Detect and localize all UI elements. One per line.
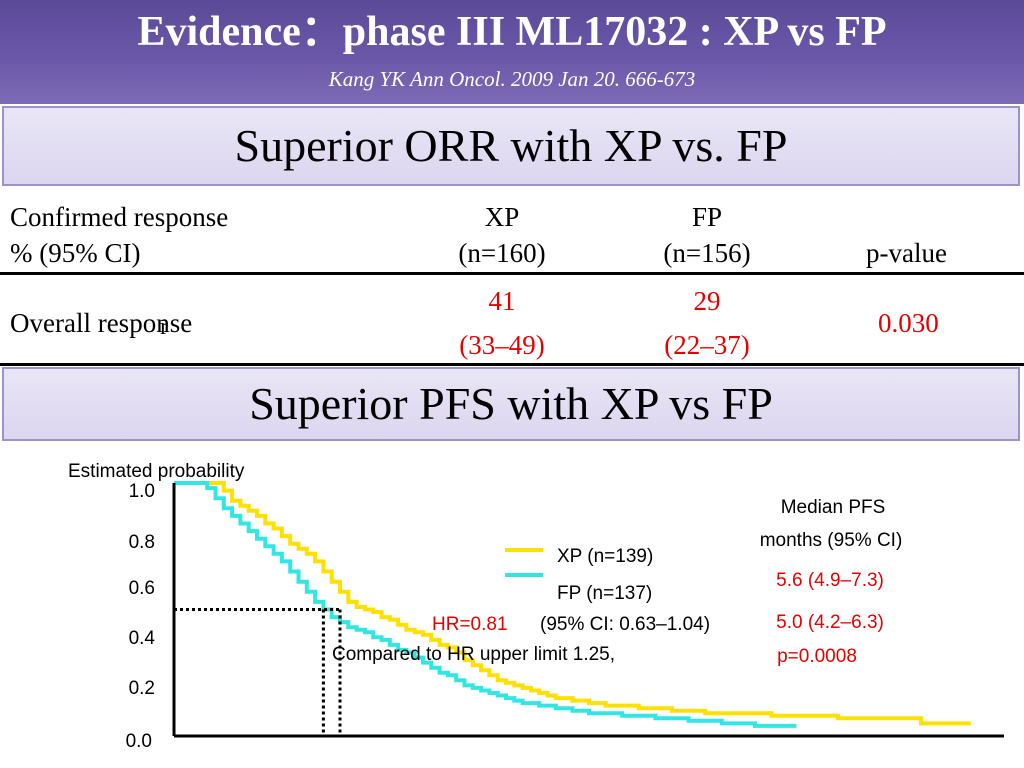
header-percent-ci: % (95% CI) <box>10 238 141 268</box>
header-fp-n: (n=156) <box>663 238 751 268</box>
y-tick-0-0: 0.0 <box>126 731 152 752</box>
y-tick-0-2: 0.2 <box>129 678 155 699</box>
median-xp-value: 5.6 (4.9–7.3) <box>776 570 884 591</box>
table-header-rule <box>0 272 1024 275</box>
median-lines <box>174 608 342 736</box>
km-curve-fp <box>174 481 797 728</box>
median-pfs-subtitle: months (95% CI) <box>760 530 903 551</box>
hr-comparison-note: Compared to HR upper limit 1.25, <box>332 644 615 665</box>
km-curves <box>174 481 971 728</box>
p-value-annotation: p=0.0008 <box>777 646 857 667</box>
y-tick-0-6: 0.6 <box>129 578 155 599</box>
legend-fp-label: FP (n=137) <box>557 583 652 604</box>
km-curve-xp <box>174 481 971 726</box>
row-overall-response: Overall response <box>10 308 193 338</box>
header-xp-n: (n=160) <box>458 238 546 268</box>
fp-response-value: 29 <box>693 286 721 316</box>
orr-banner: Superior ORR with XP vs. FP <box>2 106 1020 186</box>
header-xp: XP <box>484 202 520 232</box>
fp-response-ci: (22–37) <box>664 330 750 360</box>
hazard-ratio-ci: (95% CI: 0.63–1.04) <box>540 614 710 635</box>
y-axis-label: Estimated probability <box>68 461 245 482</box>
pfs-km-chart: Estimated probability 1.0 0.8 0.6 0.4 0.… <box>68 461 1004 752</box>
header-confirmed-response: Confirmed response <box>10 202 229 232</box>
y-tick-0-8: 0.8 <box>129 532 155 553</box>
y-tick-labels: 1.0 0.8 0.6 0.4 0.2 0.0 <box>126 481 156 752</box>
slide-header: Evidence：phase III ML17032 : XP vs FP Ka… <box>0 0 1024 104</box>
y-tick-1-0: 1.0 <box>129 481 155 502</box>
table-bottom-rule <box>0 363 1024 366</box>
xp-response-value: 41 <box>488 286 516 316</box>
row-footnote-mark: r <box>160 314 168 340</box>
median-fp-value: 5.0 (4.2–6.3) <box>776 612 884 633</box>
y-tick-0-4: 0.4 <box>129 628 156 649</box>
citation: Kang YK Ann Oncol. 2009 Jan 20. 666-673 <box>328 67 696 91</box>
hazard-ratio: HR=0.81 <box>432 614 508 635</box>
header-p-value: p-value <box>866 238 947 268</box>
legend-xp-label: XP (n=139) <box>557 546 653 567</box>
slide-title: Evidence：phase III ML17032 : XP vs FP <box>137 9 887 55</box>
median-pfs-title: Median PFS <box>781 497 886 518</box>
xp-response-ci: (33–49) <box>459 330 545 360</box>
header-fp: FP <box>691 202 723 232</box>
pfs-banner: Superior PFS with XP vs FP <box>2 367 1020 441</box>
p-value: 0.030 <box>878 308 939 338</box>
